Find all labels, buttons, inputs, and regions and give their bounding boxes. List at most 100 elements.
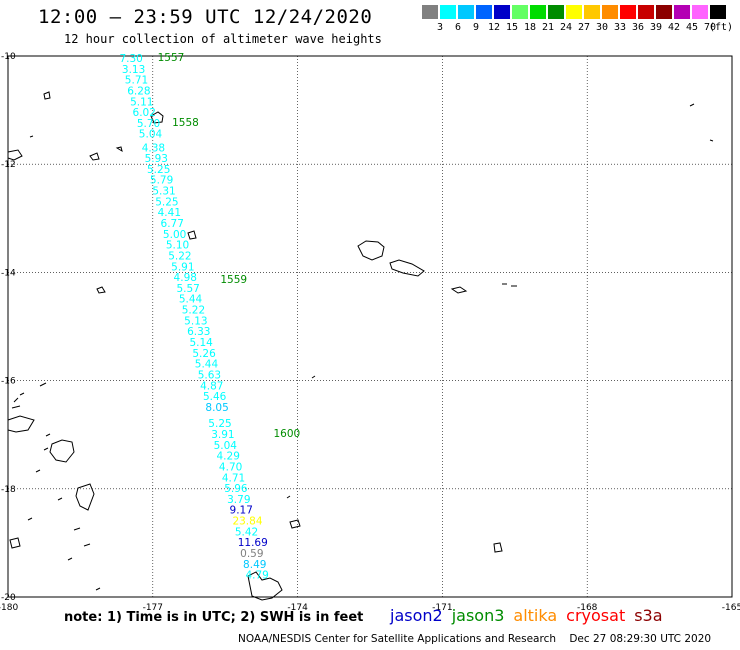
scale-label: 18 — [523, 22, 537, 33]
island-fiji-east — [75, 483, 95, 511]
swh-value: 5.00 — [163, 229, 186, 241]
scale-swatch — [530, 5, 546, 19]
scale-swatch — [512, 5, 528, 19]
island-wallis — [96, 286, 106, 294]
scale-label: 27 — [577, 22, 591, 33]
swh-value: 23.84 — [232, 516, 262, 528]
lat-tick-label: -20 — [1, 593, 16, 603]
island-specks — [19, 103, 714, 591]
scale-swatch — [584, 5, 600, 19]
lon-tick-label: -180 — [0, 603, 18, 613]
satellite-legend: jason2 jason3 altika cryosat s3a — [390, 606, 672, 625]
swh-value: 5.79 — [150, 175, 173, 187]
swh-value: 4.41 — [158, 207, 181, 219]
lat-tick-label: -16 — [1, 377, 16, 387]
swh-value: 3.79 — [227, 494, 250, 506]
scale-swatch — [638, 5, 654, 19]
swh-value: 5.25 — [155, 196, 178, 208]
scale-label: 30 — [595, 22, 609, 33]
lon-tick-label: -168 — [577, 603, 598, 613]
swh-value: 8.49 — [243, 559, 266, 571]
time-label: 1557 — [158, 52, 185, 64]
island-samoa-upolu — [389, 259, 425, 277]
island-futuna — [187, 230, 197, 240]
swh-value: 5.14 — [189, 337, 213, 349]
scale-swatch — [674, 5, 690, 19]
swh-value: 5.71 — [125, 75, 148, 87]
swh-value: 5.57 — [176, 283, 199, 295]
scale-swatch — [440, 5, 456, 19]
lat-tick-label: -18 — [1, 485, 16, 495]
scale-swatch — [602, 5, 618, 19]
swh-value: 5.22 — [182, 305, 205, 317]
scale-label: 70 — [703, 22, 717, 33]
swh-value: 5.13 — [184, 315, 207, 327]
scale-unit: (ft) — [708, 22, 734, 33]
swh-value: 5.44 — [195, 359, 219, 371]
time-label: 1559 — [220, 274, 247, 286]
scale-label: 9 — [472, 22, 480, 33]
scale-label: 12 — [487, 22, 501, 33]
swh-value: 5.93 — [145, 153, 168, 165]
scale-label: 42 — [667, 22, 681, 33]
scale-swatch — [548, 5, 564, 19]
scale-swatch — [422, 5, 438, 19]
map-title: 12:00 – 23:59 UTC 12/24/2020 — [38, 6, 373, 28]
swh-value: 5.63 — [198, 369, 221, 381]
legend-jason3: jason3 — [451, 606, 505, 625]
scale-label: 15 — [505, 22, 519, 33]
legend-jason2: jason2 — [390, 606, 443, 625]
swh-value: 6.02 — [133, 107, 156, 119]
scale-label: 6 — [454, 22, 462, 33]
scale-swatch — [692, 5, 708, 19]
swh-value: 6.77 — [161, 218, 184, 230]
swh-value: 6.28 — [127, 85, 150, 97]
scale-label: 3 — [436, 22, 444, 33]
coastlines — [7, 91, 714, 601]
map-frame — [7, 55, 733, 598]
time-label: 1558 — [172, 117, 199, 129]
scale-swatch — [458, 5, 474, 19]
swh-value: 4.70 — [219, 461, 242, 473]
credit-line: NOAA/NESDIS Center for Satellite Applica… — [238, 633, 712, 645]
lat-tick-label: -14 — [1, 268, 16, 278]
legend-s3a: s3a — [634, 606, 663, 625]
island-vanua-levu — [7, 397, 35, 433]
lat-tick-label: -12 — [1, 160, 16, 170]
map-subtitle: 12 hour collection of altimeter wave hei… — [64, 32, 382, 46]
swh-value: 5.04 — [214, 440, 238, 452]
island-fiji-north — [7, 146, 123, 161]
swh-value: 5.70 — [137, 118, 160, 130]
island-tutuila — [450, 286, 468, 294]
legend-cryosat: cryosat — [566, 606, 626, 625]
swh-value: 0.59 — [240, 548, 263, 560]
swh-value: 11.69 — [238, 537, 268, 549]
scale-label: 45 — [685, 22, 699, 33]
swh-value: 4.29 — [217, 451, 240, 463]
lat-lon-grid — [7, 55, 733, 598]
swh-value: 3.13 — [122, 64, 145, 76]
scale-label: 33 — [613, 22, 627, 33]
island-manua — [502, 283, 517, 287]
scale-swatch — [620, 5, 636, 19]
lon-tick-label: -174 — [287, 603, 308, 613]
scale-label: 36 — [631, 22, 645, 33]
time-label: 1600 — [273, 428, 300, 440]
swh-value: 8.05 — [205, 402, 228, 414]
swh-value: 5.22 — [168, 250, 191, 262]
swh-value: 4.38 — [142, 142, 165, 154]
lat-tick-label: -10 — [1, 52, 16, 62]
scale-swatch — [494, 5, 510, 19]
swh-value: 3.91 — [211, 429, 234, 441]
scale-swatch — [656, 5, 672, 19]
swh-value: 5.25 — [147, 164, 170, 176]
scale-swatch — [476, 5, 492, 19]
swh-value: 5.11 — [130, 96, 153, 108]
swh-value: 5.10 — [166, 240, 189, 252]
island-rotuma — [43, 91, 51, 100]
swh-value: 5.25 — [208, 418, 231, 430]
swh-value: 4.79 — [245, 570, 268, 582]
scale-label: 39 — [649, 22, 663, 33]
swh-value: 4.98 — [174, 272, 197, 284]
